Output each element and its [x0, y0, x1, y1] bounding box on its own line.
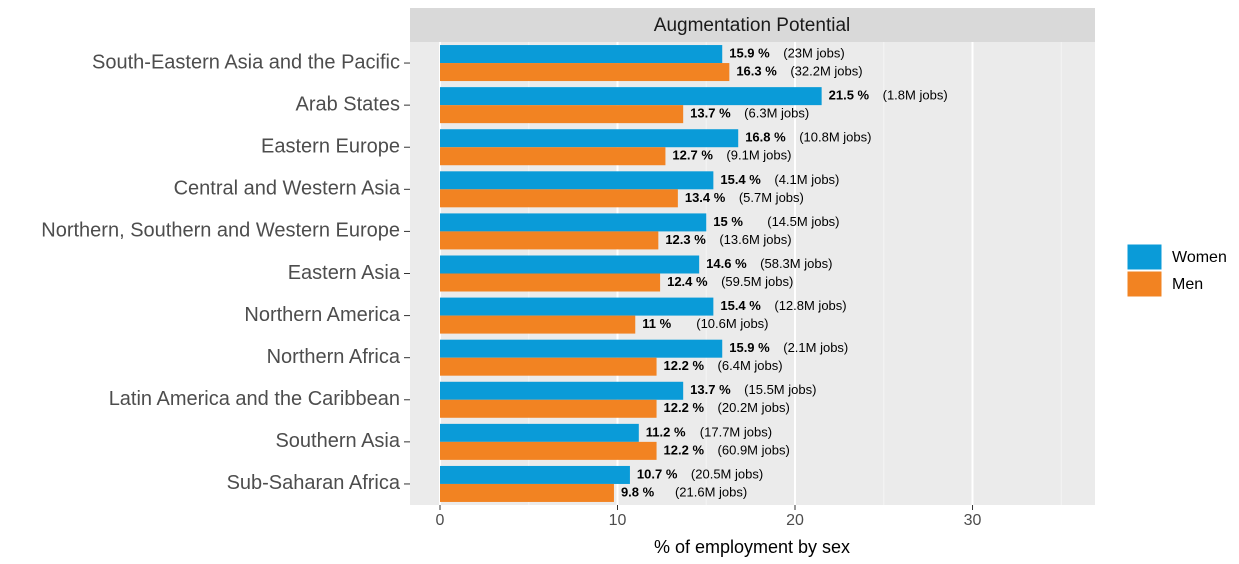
jobs-label: (60.9M jobs) — [718, 442, 790, 457]
jobs-label: (1.8M jobs) — [883, 88, 948, 103]
bar — [439, 255, 700, 274]
bar — [439, 171, 714, 190]
legend-swatch — [1126, 243, 1163, 271]
value-label: 9.8 % — [621, 484, 655, 499]
x-tick-label: 10 — [609, 512, 627, 529]
value-label: 21.5 % — [829, 88, 870, 103]
bar — [439, 315, 636, 334]
jobs-label: (32.2M jobs) — [790, 63, 862, 78]
value-label: 12.4 % — [667, 274, 708, 289]
value-label: 12.7 % — [672, 148, 713, 163]
bar — [439, 381, 684, 400]
jobs-label: (10.8M jobs) — [799, 130, 871, 145]
x-tick-label: 30 — [964, 512, 982, 529]
jobs-label: (13.6M jobs) — [719, 232, 791, 247]
value-label: 12.2 % — [664, 358, 705, 373]
bar — [439, 273, 661, 292]
value-label: 16.3 % — [736, 63, 777, 78]
jobs-label: (20.5M jobs) — [691, 466, 763, 481]
value-label: 15.9 % — [729, 45, 770, 60]
y-tick-label: Arab States — [295, 93, 400, 115]
bar — [439, 231, 659, 250]
value-label: 12.2 % — [664, 400, 705, 415]
y-tick-label: Eastern Europe — [261, 136, 400, 158]
facet-strip — [410, 8, 1095, 42]
jobs-label: (59.5M jobs) — [721, 274, 793, 289]
value-label: 12.3 % — [665, 232, 706, 247]
value-label: 15.9 % — [729, 340, 770, 355]
bar — [439, 465, 630, 484]
jobs-label: (21.6M jobs) — [675, 484, 747, 499]
facet-title: Augmentation Potential — [654, 15, 850, 36]
legend-swatch — [1126, 270, 1163, 298]
value-label: 15.4 % — [720, 172, 761, 187]
jobs-label: (15.5M jobs) — [744, 382, 816, 397]
bar — [439, 147, 666, 166]
jobs-label: (58.3M jobs) — [760, 256, 832, 271]
bar — [439, 339, 723, 358]
bar — [439, 105, 684, 124]
bar — [439, 441, 657, 460]
value-label: 11.2 % — [646, 424, 686, 439]
value-label: 13.7 % — [690, 106, 731, 121]
y-tick-label: Eastern Asia — [288, 262, 401, 284]
bar — [439, 423, 639, 442]
y-tick-label: Central and Western Asia — [174, 178, 401, 200]
x-tick-label: 20 — [786, 512, 804, 529]
bar — [439, 189, 678, 208]
y-tick-label: Northern, Southern and Western Europe — [41, 220, 400, 242]
bar — [439, 63, 730, 82]
value-label: 13.4 % — [685, 190, 726, 205]
bar — [439, 483, 614, 502]
value-label: 14.6 % — [706, 256, 747, 271]
y-tick-label: Northern Africa — [267, 346, 401, 368]
bar — [439, 399, 657, 418]
value-label: 15.4 % — [720, 298, 761, 313]
value-label: 13.7 % — [690, 382, 731, 397]
legend-label: Men — [1172, 276, 1203, 293]
jobs-label: (5.7M jobs) — [739, 190, 804, 205]
jobs-label: (23M jobs) — [783, 45, 844, 60]
value-label: 10.7 % — [637, 466, 678, 481]
value-label: 16.8 % — [745, 130, 786, 145]
y-tick-label: Southern Asia — [275, 430, 400, 452]
y-tick-label: Sub-Saharan Africa — [227, 472, 401, 494]
jobs-label: (20.2M jobs) — [718, 400, 790, 415]
jobs-label: (17.7M jobs) — [700, 424, 772, 439]
bar — [439, 213, 707, 232]
jobs-label: (9.1M jobs) — [726, 148, 791, 163]
y-tick-label: Northern America — [244, 304, 400, 326]
bar — [439, 357, 657, 376]
legend-label: Women — [1172, 249, 1227, 266]
jobs-label: (14.5M jobs) — [767, 214, 839, 229]
y-tick-label: Latin America and the Caribbean — [109, 388, 400, 410]
bar — [439, 129, 739, 148]
y-tick-label: South-Eastern Asia and the Pacific — [92, 51, 400, 73]
x-axis-title: % of employment by sex — [654, 537, 850, 557]
jobs-label: (6.3M jobs) — [744, 106, 809, 121]
bar — [439, 45, 723, 64]
value-label: 12.2 % — [664, 442, 705, 457]
x-tick-label: 0 — [436, 512, 445, 529]
value-label: 15 % — [713, 214, 743, 229]
jobs-label: (12.8M jobs) — [774, 298, 846, 313]
jobs-label: (2.1M jobs) — [783, 340, 848, 355]
value-label: 11 % — [642, 316, 671, 331]
bar — [439, 297, 714, 316]
jobs-label: (4.1M jobs) — [774, 172, 839, 187]
jobs-label: (6.4M jobs) — [718, 358, 783, 373]
jobs-label: (10.6M jobs) — [696, 316, 768, 331]
bar — [439, 87, 822, 106]
